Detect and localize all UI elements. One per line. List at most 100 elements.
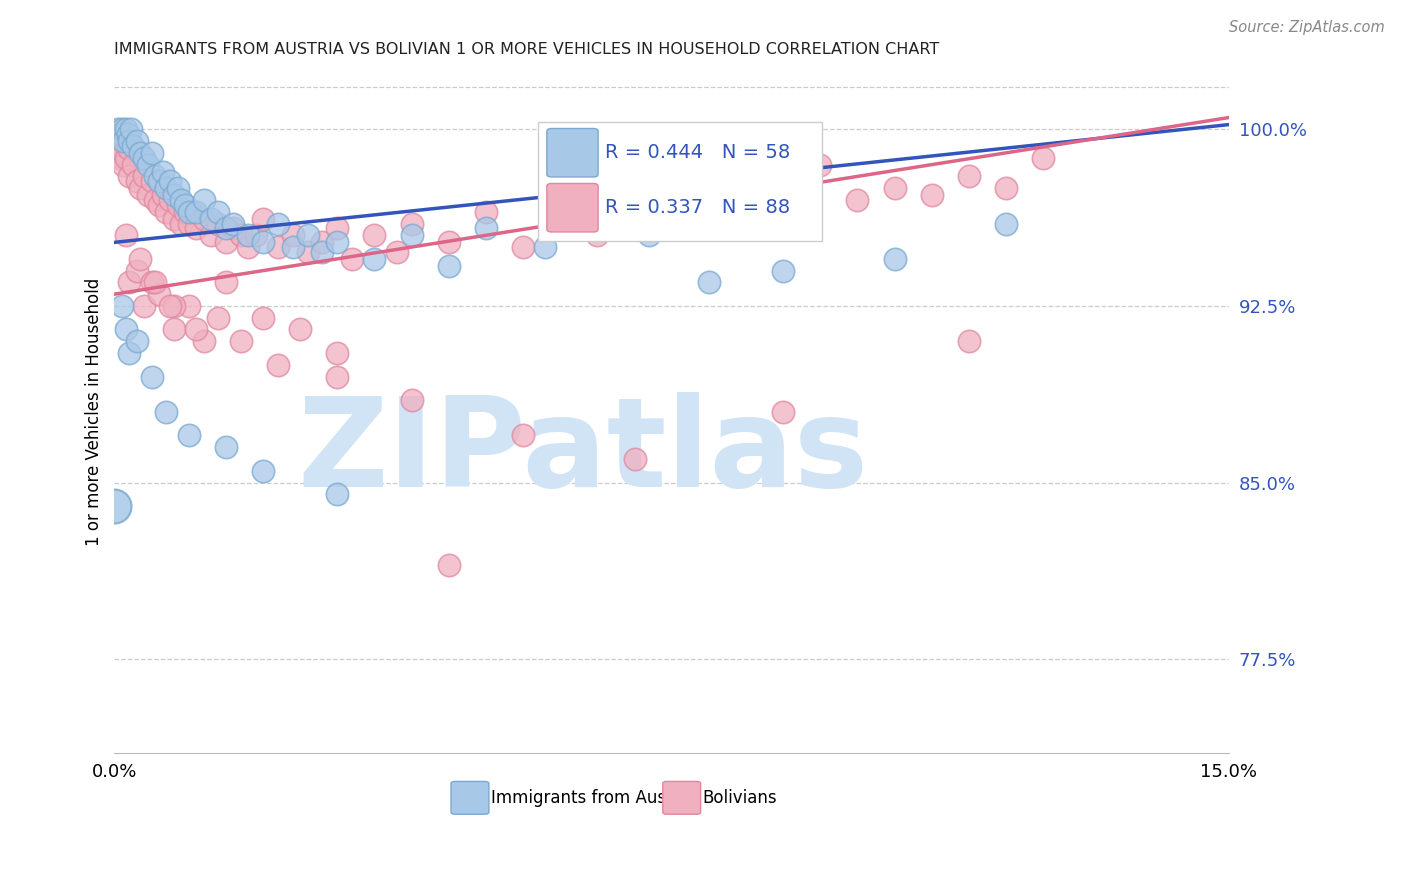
Point — [437, 235, 460, 250]
Point — [288, 322, 311, 336]
Point — [883, 252, 905, 266]
Point — [661, 181, 683, 195]
Point — [177, 204, 200, 219]
Point — [143, 276, 166, 290]
Point — [252, 464, 274, 478]
Point — [281, 228, 304, 243]
Point — [623, 211, 645, 226]
Point — [141, 174, 163, 188]
FancyBboxPatch shape — [451, 781, 489, 814]
Point — [215, 235, 238, 250]
Point — [141, 145, 163, 160]
Point — [107, 141, 129, 155]
Point — [174, 204, 197, 219]
Point — [117, 141, 139, 155]
Point — [200, 211, 222, 226]
Point — [297, 228, 319, 243]
Point — [148, 197, 170, 211]
Point — [120, 122, 142, 136]
Point — [772, 197, 794, 211]
Point — [772, 405, 794, 419]
Point — [326, 235, 349, 250]
Point — [186, 221, 208, 235]
Point — [846, 193, 869, 207]
Point — [117, 127, 139, 141]
Point — [252, 310, 274, 325]
Point — [118, 276, 141, 290]
Point — [177, 217, 200, 231]
Point — [118, 346, 141, 360]
Point — [148, 287, 170, 301]
Point — [735, 204, 758, 219]
FancyBboxPatch shape — [538, 121, 823, 241]
Point — [534, 240, 557, 254]
Point — [200, 228, 222, 243]
Point — [111, 122, 134, 136]
Point — [475, 221, 498, 235]
Point — [125, 334, 148, 349]
Point — [193, 334, 215, 349]
Point — [193, 211, 215, 226]
Point — [174, 197, 197, 211]
Point — [401, 393, 423, 408]
Point — [267, 358, 290, 372]
Point — [548, 197, 571, 211]
Point — [437, 259, 460, 273]
Point — [252, 211, 274, 226]
Point — [697, 276, 720, 290]
Point — [311, 235, 333, 250]
Point — [236, 228, 259, 243]
Point — [267, 217, 290, 231]
Point — [475, 204, 498, 219]
Point — [152, 164, 174, 178]
Point — [215, 276, 238, 290]
Point — [957, 169, 980, 184]
Point — [143, 193, 166, 207]
Point — [177, 299, 200, 313]
Text: ZIPatlas: ZIPatlas — [297, 392, 868, 514]
Point — [921, 188, 943, 202]
Point — [170, 217, 193, 231]
Point — [141, 276, 163, 290]
Point — [114, 151, 136, 165]
Point — [155, 405, 177, 419]
Point — [281, 240, 304, 254]
Point — [297, 244, 319, 259]
Point — [166, 197, 188, 211]
FancyBboxPatch shape — [662, 781, 700, 814]
Point — [103, 499, 125, 513]
Point — [236, 240, 259, 254]
Point — [107, 122, 129, 136]
Point — [363, 228, 385, 243]
Point — [808, 158, 831, 172]
Point — [186, 322, 208, 336]
Point — [122, 158, 145, 172]
Point — [697, 193, 720, 207]
Text: R = 0.337   N = 88: R = 0.337 N = 88 — [605, 198, 790, 218]
Point — [252, 235, 274, 250]
Point — [114, 228, 136, 243]
Text: Immigrants from Austria: Immigrants from Austria — [491, 789, 695, 807]
Point — [995, 181, 1018, 195]
Point — [245, 228, 267, 243]
Text: R = 0.444   N = 58: R = 0.444 N = 58 — [605, 144, 790, 162]
Point — [159, 299, 181, 313]
Point — [401, 228, 423, 243]
Point — [623, 452, 645, 467]
Point — [143, 169, 166, 184]
Point — [326, 346, 349, 360]
Point — [152, 188, 174, 202]
Point — [112, 158, 135, 172]
Point — [883, 181, 905, 195]
Point — [222, 221, 245, 235]
Point — [111, 145, 134, 160]
Point — [129, 181, 152, 195]
Point — [125, 134, 148, 148]
Point — [159, 174, 181, 188]
Point — [207, 217, 229, 231]
Point — [159, 193, 181, 207]
Point — [136, 158, 159, 172]
Point — [110, 151, 132, 165]
Point — [177, 428, 200, 442]
Point — [125, 263, 148, 277]
